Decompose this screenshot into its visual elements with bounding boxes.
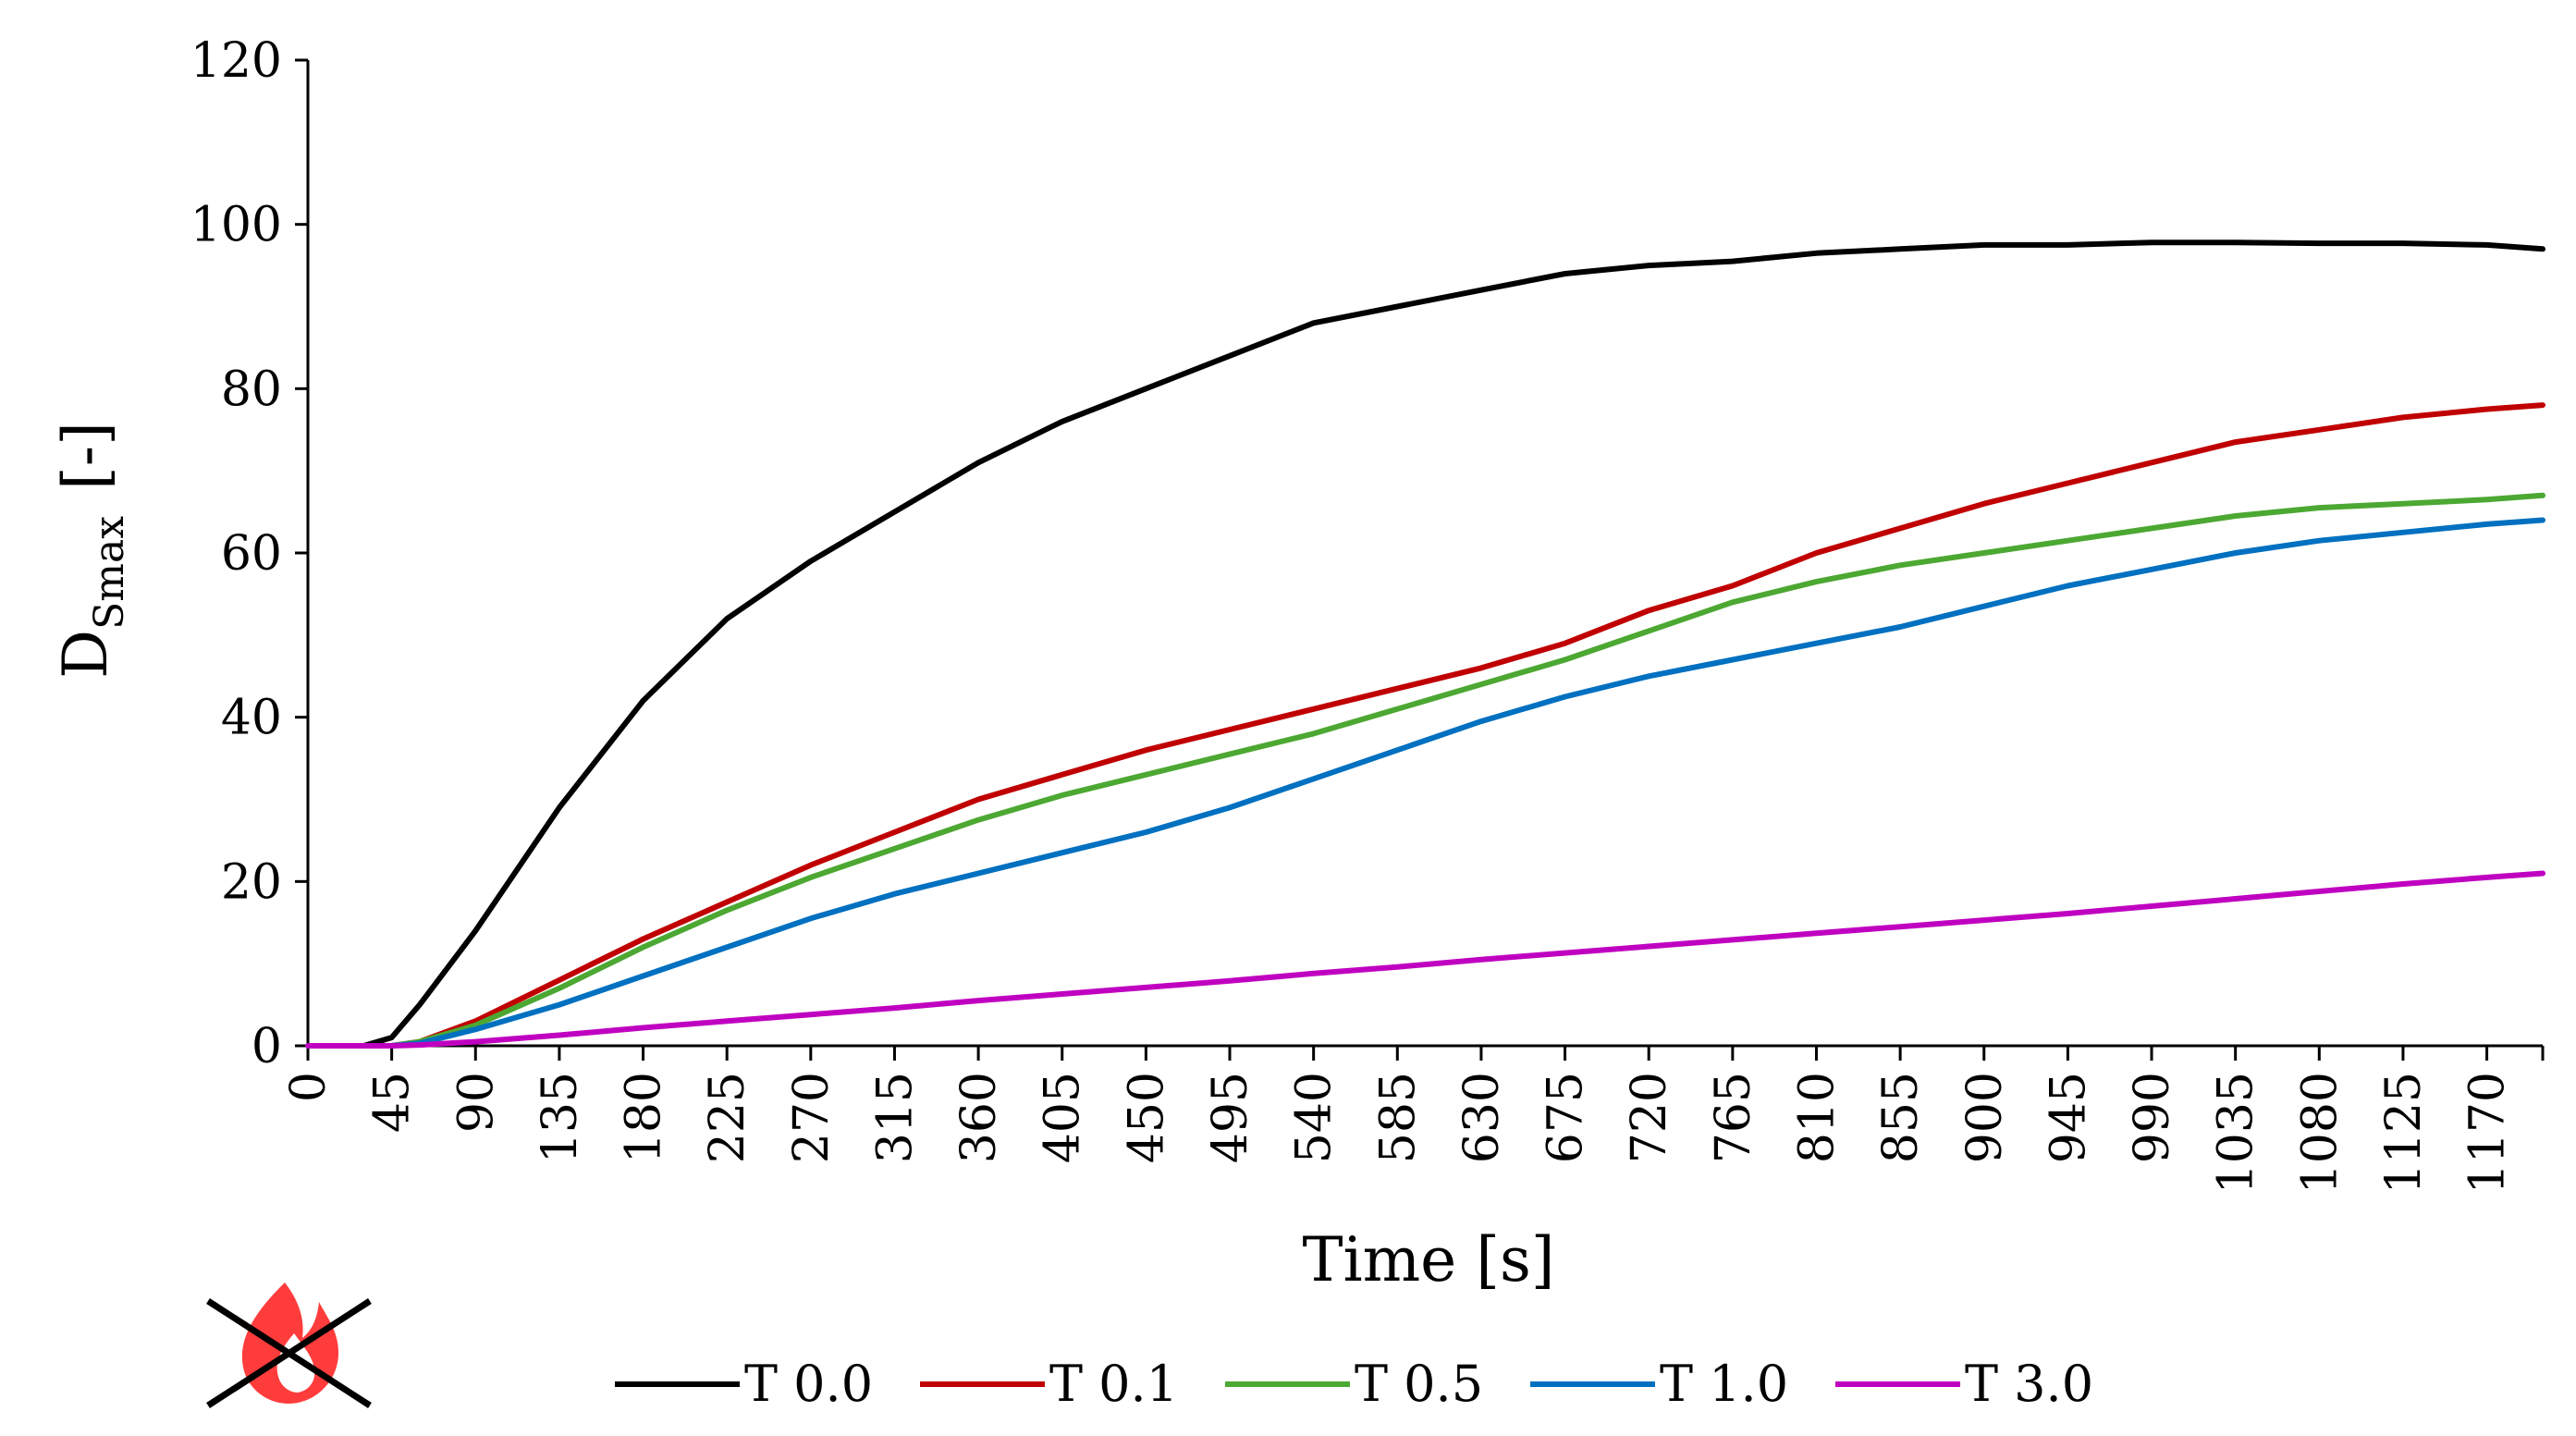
legend-label: T 0.1	[1049, 1355, 1178, 1413]
x-tick-label: 405	[1036, 1072, 1091, 1163]
series-line-1	[305, 402, 2545, 1049]
x-tick-label: 900	[1957, 1072, 2013, 1163]
x-tick-label: 720	[1622, 1072, 1677, 1163]
x-tick-label: 180	[617, 1072, 672, 1163]
legend-label: T 3.0	[1965, 1355, 2093, 1413]
x-tick-label: 990	[2125, 1072, 2180, 1163]
series-line-4	[305, 870, 2545, 1049]
x-tick-label: 1125	[2376, 1072, 2432, 1194]
x-tick-label: 0	[281, 1072, 337, 1102]
x-axis-label: Time [s]	[1302, 1224, 1554, 1295]
y-tick-label: 40	[221, 691, 282, 746]
series-line-3	[305, 517, 2545, 1049]
y-tick-label: 20	[221, 854, 282, 910]
legend-item-3: T 1.0	[1530, 1355, 1788, 1413]
no-fire-icon	[206, 1283, 372, 1408]
x-tick-label: 495	[1203, 1072, 1258, 1163]
series-line-0	[305, 239, 2545, 1049]
y-axis: 0 20 40 60 80 100 120	[190, 33, 310, 1074]
x-tick-label: 45	[365, 1072, 421, 1133]
y-tick-label: 120	[190, 33, 282, 89]
x-tick-label: 810	[1789, 1072, 1845, 1163]
legend-item-1: T 0.1	[920, 1355, 1178, 1413]
x-tick-label: 765	[1706, 1072, 1761, 1163]
legend: T 0.0 T 0.1 T 0.5 T 1.0 T 3.0	[615, 1355, 2093, 1413]
y-tick-label: 60	[221, 526, 282, 582]
x-tick-label: 90	[448, 1072, 504, 1133]
y-tick-label: 80	[221, 362, 282, 417]
y-axis-label: DSmax [-]	[50, 422, 133, 679]
x-tick-label: 675	[1539, 1072, 1594, 1163]
x-tick-label: 315	[867, 1072, 923, 1163]
x-tick-label: 270	[784, 1072, 840, 1163]
y-axis-label-main: D	[50, 630, 121, 679]
legend-label: T 0.0	[744, 1355, 873, 1413]
legend-label: T 1.0	[1660, 1355, 1788, 1413]
legend-item-0: T 0.0	[615, 1355, 873, 1413]
x-tick-label: 225	[700, 1072, 755, 1163]
x-tick-label: 450	[1119, 1072, 1174, 1163]
y-tick-label: 100	[190, 198, 282, 253]
legend-item-4: T 3.0	[1835, 1355, 2093, 1413]
x-tick-label: 1170	[2460, 1072, 2516, 1194]
x-tick-label: 135	[533, 1072, 588, 1163]
y-axis-label-subscript: Smax	[86, 516, 133, 630]
x-tick-label: 1080	[2292, 1072, 2348, 1194]
series-lines	[305, 239, 2545, 1049]
y-axis-label-unit: [-]	[50, 422, 121, 490]
x-tick-label: 585	[1370, 1072, 1426, 1163]
series-line-2	[305, 492, 2545, 1049]
x-tick-label: 1035	[2209, 1072, 2264, 1194]
legend-item-2: T 0.5	[1225, 1355, 1483, 1413]
x-tick-label: 360	[951, 1072, 1007, 1163]
legend-label: T 0.5	[1355, 1355, 1483, 1413]
x-tick-label: 630	[1454, 1072, 1510, 1163]
y-tick-label: 0	[251, 1019, 282, 1074]
x-axis: 0 45 90 135 180 225 270 315 360 405 450 495 540 585 63…	[281, 1044, 2545, 1194]
x-tick-label: 540	[1287, 1072, 1343, 1163]
x-tick-label: 945	[2041, 1072, 2096, 1163]
x-tick-label: 855	[1873, 1072, 1929, 1163]
